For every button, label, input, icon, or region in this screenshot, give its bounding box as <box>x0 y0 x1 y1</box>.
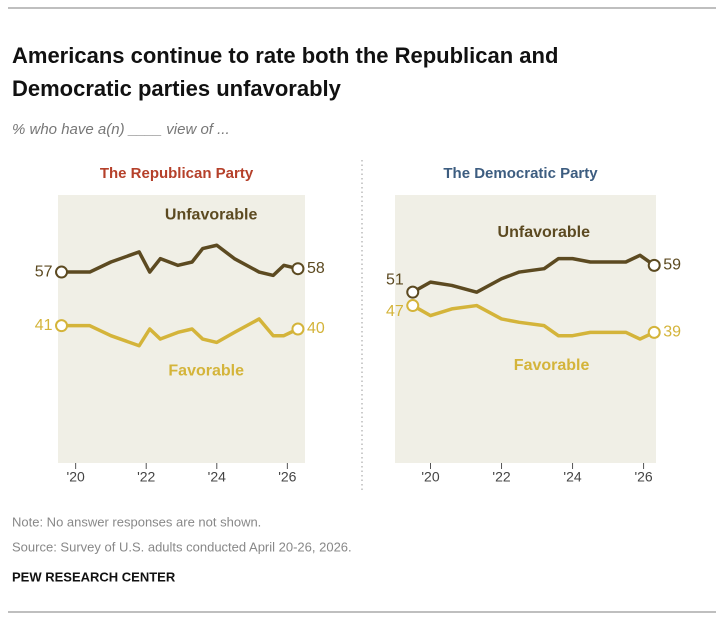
end-marker <box>291 262 305 276</box>
note: Note: No answer responses are not shown. <box>12 514 261 529</box>
panel-title: The Republican Party <box>100 165 254 182</box>
end-marker <box>406 285 420 299</box>
value-label: 59 <box>663 257 681 274</box>
x-tick-label: '24 <box>208 469 226 485</box>
value-label: 51 <box>386 271 404 288</box>
x-tick-label: '20 <box>67 469 85 485</box>
series-label: Unfavorable <box>498 224 591 241</box>
value-label: 39 <box>663 324 681 341</box>
series-label: Favorable <box>168 362 244 379</box>
end-marker <box>406 299 420 313</box>
x-tick-label: '20 <box>421 469 439 485</box>
end-marker <box>647 325 661 339</box>
panel-title: The Democratic Party <box>443 165 598 182</box>
x-tick-label: '22 <box>137 469 155 485</box>
series-label: Unfavorable <box>165 206 258 223</box>
value-label: 47 <box>386 303 404 320</box>
end-marker <box>55 265 69 279</box>
series-label: Favorable <box>514 357 590 374</box>
credit: PEW RESEARCH CENTER <box>12 569 176 584</box>
line <box>411 303 655 341</box>
x-tick-label: '26 <box>634 469 652 485</box>
source: Source: Survey of U.S. adults conducted … <box>12 539 352 554</box>
line <box>61 317 299 348</box>
end-marker <box>647 258 661 272</box>
x-tick-label: '26 <box>278 469 296 485</box>
value-label: 57 <box>35 263 53 280</box>
x-tick-label: '22 <box>492 469 510 485</box>
end-marker <box>55 319 69 333</box>
line <box>411 253 656 294</box>
x-tick-label: '24 <box>563 469 581 485</box>
value-label: 41 <box>35 317 53 334</box>
plot-area <box>395 195 656 463</box>
line <box>61 243 299 278</box>
value-label: 40 <box>307 320 325 337</box>
chart-title: Americans continue to rate both the Repu… <box>12 43 558 101</box>
value-label: 58 <box>307 260 325 277</box>
end-marker <box>291 322 305 336</box>
subtitle: % who have a(n) ____ view of ... <box>12 121 230 138</box>
